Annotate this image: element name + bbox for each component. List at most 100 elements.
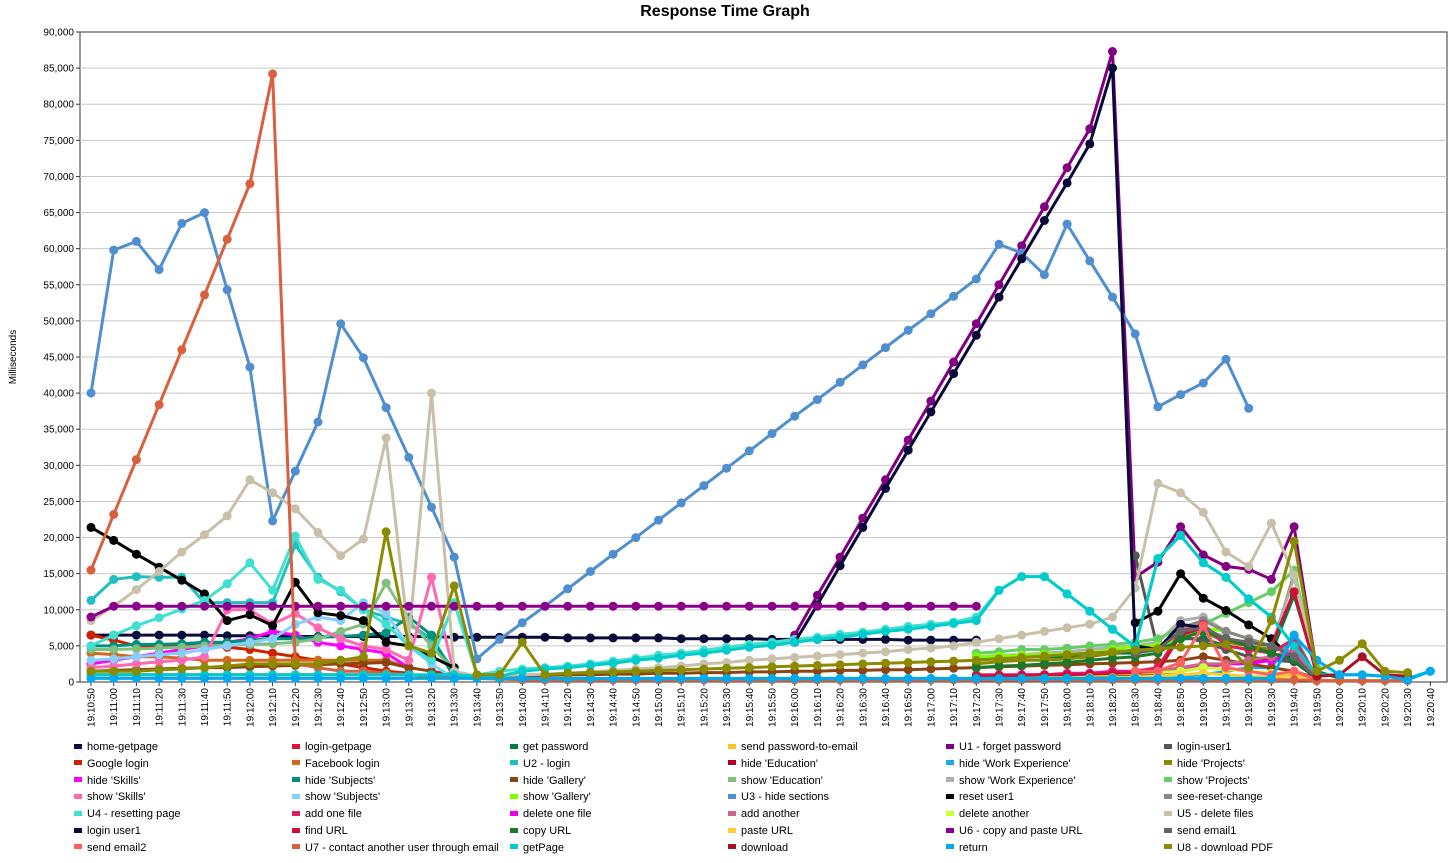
data-point [109,666,119,676]
data-point [1153,634,1163,644]
data-point [903,325,913,335]
data-point [971,637,981,647]
data-point [971,673,981,683]
data-point [336,655,346,665]
legend-label: reset user1 [959,791,1015,804]
data-point [1130,645,1140,655]
data-point [1130,329,1140,339]
data-point [154,613,164,623]
data-point [1062,219,1072,229]
data-point [699,481,709,491]
data-point [1244,594,1254,604]
data-point [1085,619,1095,629]
x-tick-label: 19:14:10 [541,688,552,727]
data-point [336,611,346,621]
data-point [177,547,187,557]
x-tick-label: 19:12:00 [245,688,256,727]
series-line [976,629,1318,680]
data-point [1289,675,1299,685]
data-point [722,601,732,611]
data-point [1062,623,1072,633]
data-point [517,637,527,647]
x-tick-label: 19:17:20 [972,688,983,727]
grid-lines [80,67,1447,647]
data-point [1357,670,1367,680]
x-tick-label: 19:18:30 [1131,688,1142,727]
data-point [200,290,209,300]
legend-marker [946,844,954,850]
y-tick-label: 30,000 [43,461,74,472]
data-point [1153,673,1163,683]
data-point [926,643,936,653]
legend-marker [1164,743,1172,749]
legend-label: send email1 [1177,825,1237,837]
data-point [790,637,800,647]
data-point [1176,642,1186,652]
data-point [835,660,845,670]
data-point [971,274,981,284]
data-point [1266,518,1276,528]
data-point [790,652,800,662]
data-point [1198,558,1208,568]
data-point [1289,666,1299,676]
data-point [1062,163,1072,173]
legend-item: download [728,840,788,856]
data-point [812,634,822,644]
data-point [268,516,278,526]
x-tick-label: 19:17:30 [995,688,1006,727]
data-point [881,634,890,644]
legend-marker [74,827,82,833]
data-point [131,630,141,640]
data-point [1130,666,1140,676]
legend-item: hide 'Gallery' [510,773,586,789]
data-point [563,584,573,594]
data-point [949,369,959,379]
data-point [744,673,754,683]
x-tick-label: 19:16:40 [881,688,892,727]
chart-title: Response Time Graph [640,3,810,20]
data-point [358,673,368,683]
x-tick-label: 19:12:30 [314,688,325,727]
data-point [1244,561,1254,571]
data-point [245,659,255,669]
data-point [1176,530,1186,540]
legend-marker [728,810,736,816]
data-point [994,634,1004,644]
x-tick-label: 19:11:50 [223,688,234,727]
data-point [949,357,959,367]
data-point [1062,589,1072,599]
data-point [404,673,414,683]
legend-item: login-getpage [292,739,372,755]
data-point [268,648,278,658]
series-line [89,211,1251,661]
legend-marker [1164,760,1172,766]
data-point [154,643,164,653]
x-tick-label: 19:11:10 [132,688,143,727]
legend-item: reset user1 [946,789,1014,805]
legend-item: hide 'Projects' [1164,756,1245,772]
data-point [631,673,641,683]
data-point [1176,569,1186,579]
data-point [1039,572,1049,582]
data-point [563,601,573,611]
data-point [154,630,164,640]
data-point [131,601,141,611]
data-point [1062,178,1072,188]
data-point [290,673,300,683]
legend-marker [292,777,300,783]
data-point [86,565,96,575]
data-point [654,653,663,663]
data-point [495,670,505,680]
data-point [1062,658,1072,667]
data-point [1153,402,1163,412]
legend-marker [292,827,300,833]
legend-label: U6 - copy and paste URL [959,825,1083,837]
x-tick-label: 19:11:40 [200,688,211,727]
data-point [177,648,187,658]
data-point [1403,675,1413,685]
data-point [177,575,187,585]
data-point [336,634,346,644]
data-point [245,637,255,647]
data-point [903,658,913,667]
data-point [812,395,822,405]
